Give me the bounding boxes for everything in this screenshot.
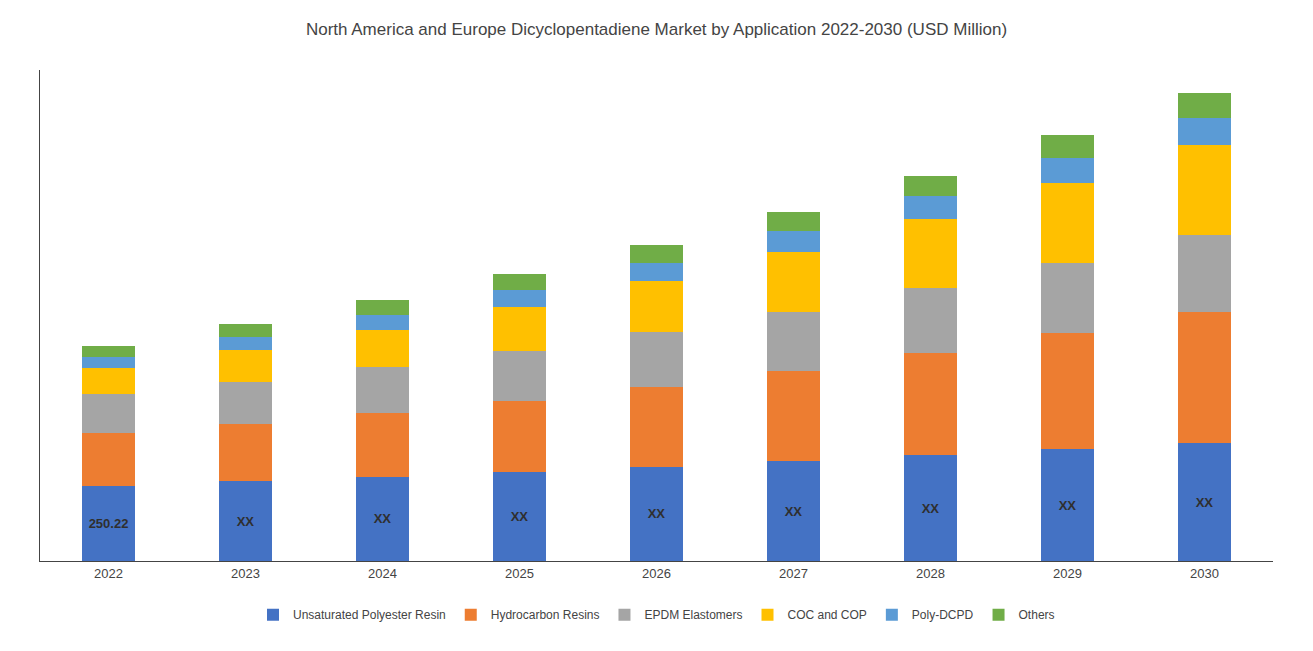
svg-text:EPDM Elastomers: EPDM Elastomers: [644, 608, 742, 622]
svg-text:North America and Europe Dicyc: North America and Europe Dicyclopentadie…: [306, 20, 1007, 39]
svg-text:Poly-DCPD: Poly-DCPD: [912, 608, 974, 622]
svg-text:250.22: 250.22: [89, 516, 129, 531]
svg-text:XX: XX: [374, 511, 392, 526]
svg-text:XX: XX: [1059, 498, 1077, 513]
svg-text:Others: Others: [1019, 608, 1055, 622]
svg-text:2030: 2030: [1190, 566, 1219, 581]
svg-text:2022: 2022: [94, 566, 123, 581]
svg-text:2026: 2026: [642, 566, 671, 581]
svg-text:2023: 2023: [231, 566, 260, 581]
svg-text:XX: XX: [648, 506, 666, 521]
svg-text:2024: 2024: [368, 566, 397, 581]
svg-text:2028: 2028: [916, 566, 945, 581]
svg-text:COC and COP: COC and COP: [788, 608, 867, 622]
svg-text:Hydrocarbon Resins: Hydrocarbon Resins: [491, 608, 600, 622]
svg-text:2027: 2027: [779, 566, 808, 581]
svg-text:2025: 2025: [505, 566, 534, 581]
svg-text:XX: XX: [1196, 495, 1214, 510]
svg-text:XX: XX: [237, 514, 255, 529]
svg-text:Unsaturated Polyester Resin: Unsaturated Polyester Resin: [293, 608, 446, 622]
svg-text:XX: XX: [785, 504, 803, 519]
svg-text:2029: 2029: [1053, 566, 1082, 581]
svg-text:XX: XX: [922, 501, 940, 516]
svg-text:XX: XX: [511, 509, 529, 524]
